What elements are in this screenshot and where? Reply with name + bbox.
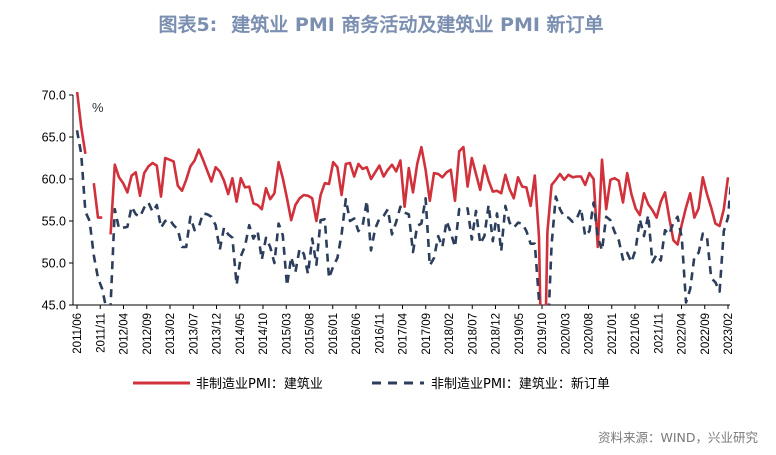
y-tick-label: 60.0	[42, 173, 66, 187]
x-tick-label: 2017/09	[421, 313, 433, 355]
x-tick-label: 2021/06	[630, 313, 642, 355]
x-tick-label: 2016/06	[351, 313, 363, 355]
legend-label-series2: 非制造业PMI：建筑业：新订单	[431, 376, 610, 392]
x-tick-label: 2019/05	[514, 313, 526, 355]
x-tick-label: 2020/03	[560, 313, 572, 355]
x-tick-label: 2012/09	[142, 313, 154, 355]
series-line-2	[75, 130, 730, 305]
x-tick-label: 2021/01	[607, 313, 619, 355]
series-layer	[75, 92, 730, 305]
legend: 非制造业PMI：建筑业 非制造业PMI：建筑业：新订单	[133, 376, 610, 392]
x-tick-label: 2012/04	[119, 312, 131, 354]
x-tick-label: 2018/07	[467, 313, 479, 355]
y-tick-label: 55.0	[42, 215, 66, 229]
x-tick-label: 2021/11	[653, 313, 665, 354]
source-note: 资料来源：WIND，兴业研究	[597, 430, 758, 445]
x-tick-label: 2013/12	[212, 313, 224, 355]
y-tick-label: 50.0	[42, 257, 66, 271]
y-tick-label: 45.0	[42, 299, 66, 313]
x-tick-label: 2022/04	[677, 312, 689, 354]
y-tick-label: 70.0	[42, 89, 66, 103]
x-tick-label: 2016/01	[328, 313, 340, 355]
x-tick-label: 2015/03	[281, 313, 293, 355]
x-tick-label: 2018/02	[444, 313, 456, 355]
x-tick-label: 2022/09	[700, 313, 712, 355]
x-tick-label: 2014/05	[235, 313, 247, 355]
x-tick-label: 2013/07	[188, 313, 200, 355]
legend-label-series1: 非制造业PMI：建筑业	[196, 376, 323, 392]
x-tick-label: 2020/08	[584, 313, 596, 355]
y-tick-label: 65.0	[42, 131, 66, 145]
axes: 70.0 65.0 60.0 55.0 50.0 45.0 2011/06 2011/11 20…	[42, 89, 735, 355]
x-tick-label: 2016/11	[374, 313, 386, 354]
figure-label: 图表5:	[158, 14, 218, 36]
chart-title: 图表5: 建筑业 PMI 商务活动及建筑业 PMI 新订单	[0, 10, 776, 37]
x-tick-label: 2013/02	[165, 313, 177, 355]
x-tick-label: 2011/11	[95, 313, 107, 353]
x-tick-label: 2011/06	[72, 313, 84, 354]
unit-label: %	[92, 100, 104, 115]
series-line-1	[75, 92, 730, 305]
x-tick-label: 2019/10	[537, 313, 549, 355]
x-tick-label: 2014/10	[258, 313, 270, 355]
x-tick-label: 2018/12	[491, 313, 503, 355]
x-tick-label: 2023/02	[723, 313, 735, 355]
title-text: 建筑业 PMI 商务活动及建筑业 PMI 新订单	[231, 14, 604, 36]
x-tick-label: 2015/08	[305, 313, 317, 355]
x-tick-label: 2017/04	[398, 312, 410, 354]
